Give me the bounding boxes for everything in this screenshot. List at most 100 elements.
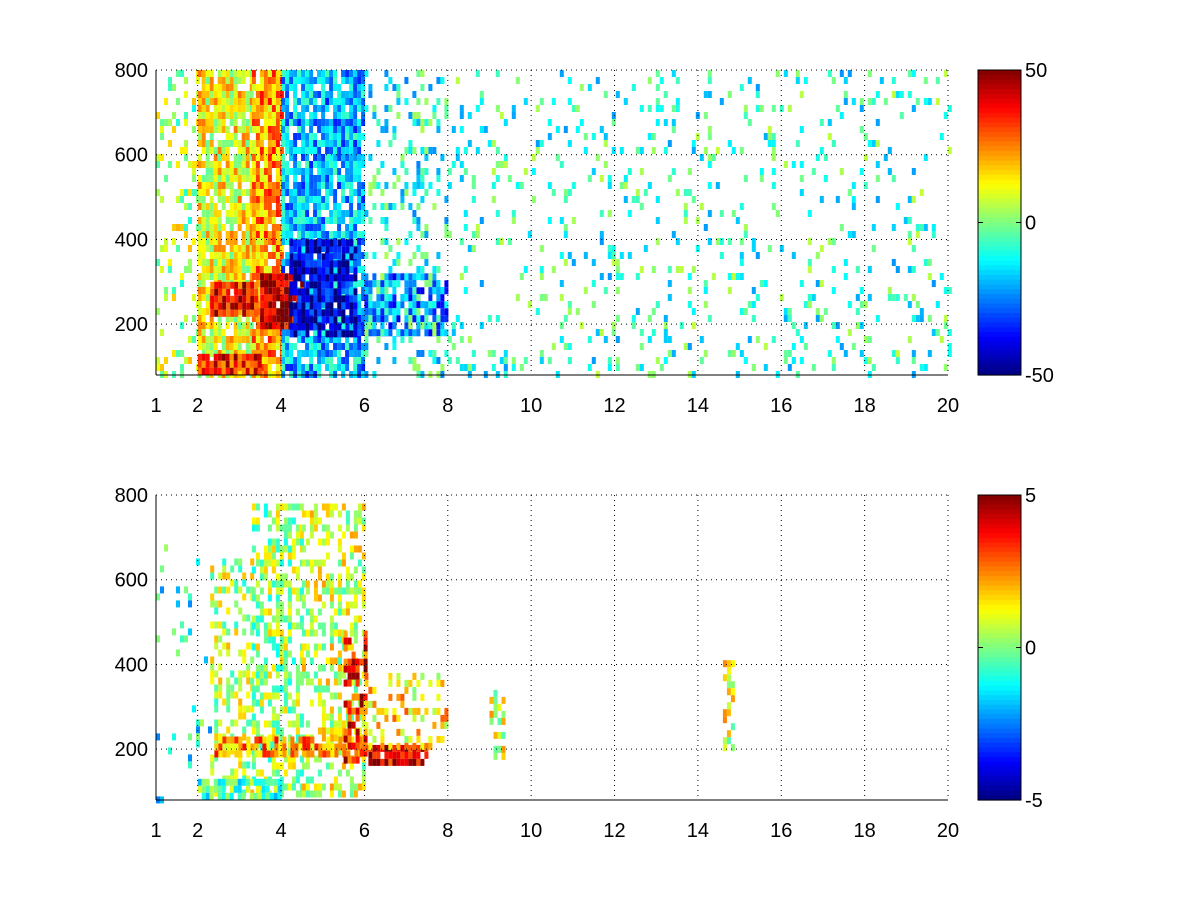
heatmap-cell [293,147,298,154]
heatmap-cell [257,792,262,800]
heatmap-cell [347,742,352,750]
x-tick-label: 14 [687,395,709,417]
heatmap-cell [280,280,285,288]
heatmap-cell [353,545,358,553]
heatmap-cell [763,364,768,371]
heatmap-cell [208,726,212,734]
heatmap-cell [301,671,306,679]
colorbar-segment [978,360,1021,367]
heatmap-cell [209,133,214,140]
heatmap-cell [305,267,310,275]
heatmap-cell [217,231,222,238]
heatmap-cell [575,105,580,112]
heatmap-cell [305,587,310,595]
heatmap-cell [238,736,243,744]
heatmap-cell [935,77,940,84]
heatmap-cell [337,260,342,268]
heatmap-cell [297,357,302,364]
heatmap-cell [279,252,284,259]
heatmap-cell [233,273,238,280]
heatmap-cell [301,98,306,105]
heatmap-cell [667,280,672,287]
heatmap-cell [309,336,314,343]
heatmap-cell [341,217,346,224]
heatmap-cell [237,70,242,77]
heatmap-cell [255,601,260,609]
colorbar-segment [978,74,1021,81]
heatmap-cell [255,154,260,161]
heatmap-cell [325,538,330,546]
heatmap-cell [337,281,342,289]
heatmap-cell [197,231,202,238]
heatmap-cell [251,762,256,770]
heatmap-cell [245,360,250,368]
heatmap-cell [333,622,338,630]
heatmap-cell [245,161,250,168]
heatmap-cell [699,154,704,161]
heatmap-cell [221,196,226,203]
heatmap-cell [271,706,276,714]
heatmap-cell [210,593,215,601]
heatmap-cell [295,678,300,686]
heatmap-cell [280,287,285,295]
heatmap-cell [245,105,250,112]
heatmap-cell [416,322,421,329]
heatmap-cell [883,154,888,161]
heatmap-cell [241,140,246,147]
heatmap-cell [325,531,330,539]
heatmap-cell [313,650,318,658]
heatmap-cell [192,336,196,343]
heatmap-cell [935,329,940,336]
heatmap-cell [851,343,856,350]
heatmap-cell [229,119,234,126]
heatmap-cell [349,622,354,630]
heatmap-cell [237,217,242,224]
colorbar-segment [978,790,1021,796]
heatmap-cell [491,350,496,357]
heatmap-cell [275,224,280,231]
heatmap-cell [287,692,292,700]
heatmap-cell [843,98,848,105]
heatmap-cell [691,140,696,147]
heatmap-cell [221,350,226,357]
heatmap-cell [333,336,338,343]
heatmap-cell [205,126,210,133]
heatmap-cell [213,224,218,231]
heatmap-cell [404,168,409,175]
colorbar-segment [978,131,1021,138]
heatmap-cell [214,295,219,303]
heatmap-cell [400,758,405,766]
heatmap-cell [495,238,500,245]
heatmap-cell [911,196,916,203]
heatmap-cell [671,350,676,357]
heatmap-cell [603,91,608,98]
heatmap-cell [225,217,230,224]
heatmap-cell [923,98,928,105]
heatmap-cell [911,357,916,364]
heatmap-cell [361,182,366,189]
heatmap-cell [915,231,920,238]
heatmap-cell [271,91,276,98]
colorbar-segment [978,733,1021,739]
heatmap-cell [775,210,780,217]
heatmap-cell [225,84,230,91]
heatmap-cell [325,203,330,210]
heatmap-cell [209,161,214,168]
heatmap-cell [309,175,314,182]
heatmap-cell [234,579,239,587]
heatmap-cell [575,308,580,315]
heatmap-cell [214,698,219,706]
heatmap-cell [349,266,354,273]
heatmap-cell [230,684,235,692]
heatmap-cell [263,629,268,637]
heatmap-cell [254,750,259,758]
heatmap-cell [321,267,326,275]
heatmap-cell [313,119,318,126]
heatmap-cell [687,189,692,196]
heatmap-cell [799,280,804,287]
heatmap-cell [579,119,584,126]
colorbar-segment [978,685,1021,691]
heatmap-cell [771,203,776,210]
heatmap-cell [388,751,393,759]
